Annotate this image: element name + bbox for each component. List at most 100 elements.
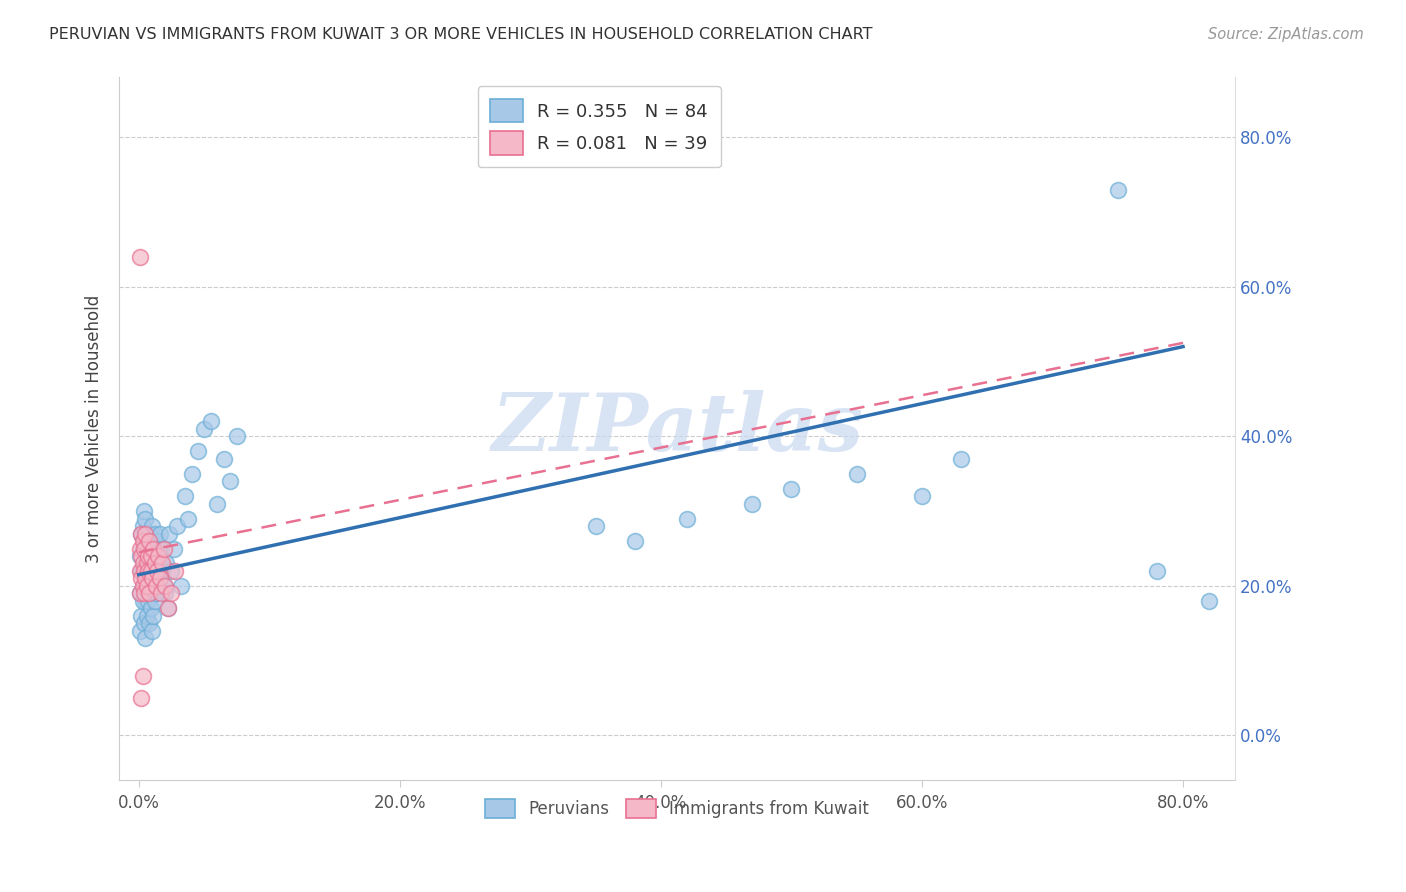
Point bbox=[149, 571, 172, 585]
Point bbox=[132, 504, 155, 518]
Point bbox=[181, 467, 204, 481]
Point bbox=[741, 497, 763, 511]
Point bbox=[139, 549, 162, 563]
Point bbox=[135, 608, 157, 623]
Point bbox=[131, 571, 153, 585]
Point bbox=[1198, 594, 1220, 608]
Point bbox=[132, 594, 155, 608]
Point bbox=[160, 586, 183, 600]
Point bbox=[136, 549, 159, 563]
Point bbox=[152, 541, 174, 556]
Point bbox=[149, 557, 172, 571]
Point bbox=[141, 519, 163, 533]
Point bbox=[138, 586, 160, 600]
Point bbox=[152, 579, 174, 593]
Point bbox=[911, 489, 934, 503]
Point bbox=[132, 668, 155, 682]
Point bbox=[134, 526, 156, 541]
Point bbox=[132, 534, 155, 549]
Point bbox=[143, 571, 166, 585]
Point bbox=[212, 451, 235, 466]
Point bbox=[138, 586, 160, 600]
Point bbox=[160, 564, 183, 578]
Point bbox=[143, 557, 166, 571]
Point bbox=[166, 519, 188, 533]
Point bbox=[155, 557, 177, 571]
Point bbox=[146, 534, 169, 549]
Point bbox=[132, 557, 155, 571]
Point bbox=[145, 586, 167, 600]
Point bbox=[148, 579, 170, 593]
Point bbox=[145, 557, 167, 571]
Legend: Peruvians, Immigrants from Kuwait: Peruvians, Immigrants from Kuwait bbox=[478, 792, 876, 825]
Text: ZIPatlas: ZIPatlas bbox=[491, 390, 863, 467]
Point bbox=[145, 586, 167, 600]
Point bbox=[131, 691, 153, 706]
Point bbox=[141, 624, 163, 638]
Point bbox=[150, 586, 173, 600]
Point bbox=[135, 579, 157, 593]
Point bbox=[129, 586, 152, 600]
Point bbox=[135, 571, 157, 585]
Point bbox=[780, 482, 803, 496]
Point bbox=[129, 564, 152, 578]
Point bbox=[129, 549, 152, 563]
Point bbox=[135, 557, 157, 571]
Point bbox=[135, 534, 157, 549]
Point bbox=[134, 511, 156, 525]
Point bbox=[139, 601, 162, 615]
Point bbox=[676, 511, 699, 525]
Point bbox=[143, 594, 166, 608]
Point bbox=[165, 564, 187, 578]
Point bbox=[225, 429, 247, 443]
Point bbox=[136, 564, 159, 578]
Point bbox=[132, 579, 155, 593]
Point bbox=[148, 549, 170, 563]
Point bbox=[157, 526, 180, 541]
Point bbox=[132, 586, 155, 600]
Point bbox=[150, 557, 173, 571]
Point bbox=[132, 541, 155, 556]
Point bbox=[150, 564, 173, 578]
Point bbox=[169, 579, 191, 593]
Point bbox=[145, 579, 167, 593]
Y-axis label: 3 or more Vehicles in Household: 3 or more Vehicles in Household bbox=[86, 294, 103, 563]
Point bbox=[139, 571, 162, 585]
Point bbox=[134, 557, 156, 571]
Point bbox=[139, 534, 162, 549]
Point bbox=[142, 608, 165, 623]
Point bbox=[134, 632, 156, 646]
Point bbox=[131, 608, 153, 623]
Point bbox=[136, 594, 159, 608]
Point bbox=[141, 579, 163, 593]
Point bbox=[132, 564, 155, 578]
Point bbox=[136, 541, 159, 556]
Point bbox=[141, 571, 163, 585]
Point bbox=[129, 250, 152, 264]
Point bbox=[135, 549, 157, 563]
Point bbox=[129, 624, 152, 638]
Point bbox=[950, 451, 973, 466]
Point bbox=[205, 497, 228, 511]
Point bbox=[142, 541, 165, 556]
Point bbox=[132, 564, 155, 578]
Point bbox=[141, 549, 163, 563]
Point bbox=[156, 601, 179, 615]
Point bbox=[1107, 183, 1129, 197]
Point bbox=[1146, 564, 1168, 578]
Point bbox=[193, 422, 215, 436]
Point bbox=[138, 557, 160, 571]
Point bbox=[143, 526, 166, 541]
Point bbox=[138, 534, 160, 549]
Point bbox=[129, 586, 152, 600]
Point bbox=[131, 564, 153, 578]
Text: PERUVIAN VS IMMIGRANTS FROM KUWAIT 3 OR MORE VEHICLES IN HOUSEHOLD CORRELATION C: PERUVIAN VS IMMIGRANTS FROM KUWAIT 3 OR … bbox=[49, 27, 873, 42]
Point bbox=[219, 474, 242, 488]
Point bbox=[163, 541, 186, 556]
Point bbox=[173, 489, 195, 503]
Point bbox=[146, 564, 169, 578]
Point bbox=[153, 586, 176, 600]
Point bbox=[134, 571, 156, 585]
Point bbox=[187, 444, 209, 458]
Point bbox=[134, 594, 156, 608]
